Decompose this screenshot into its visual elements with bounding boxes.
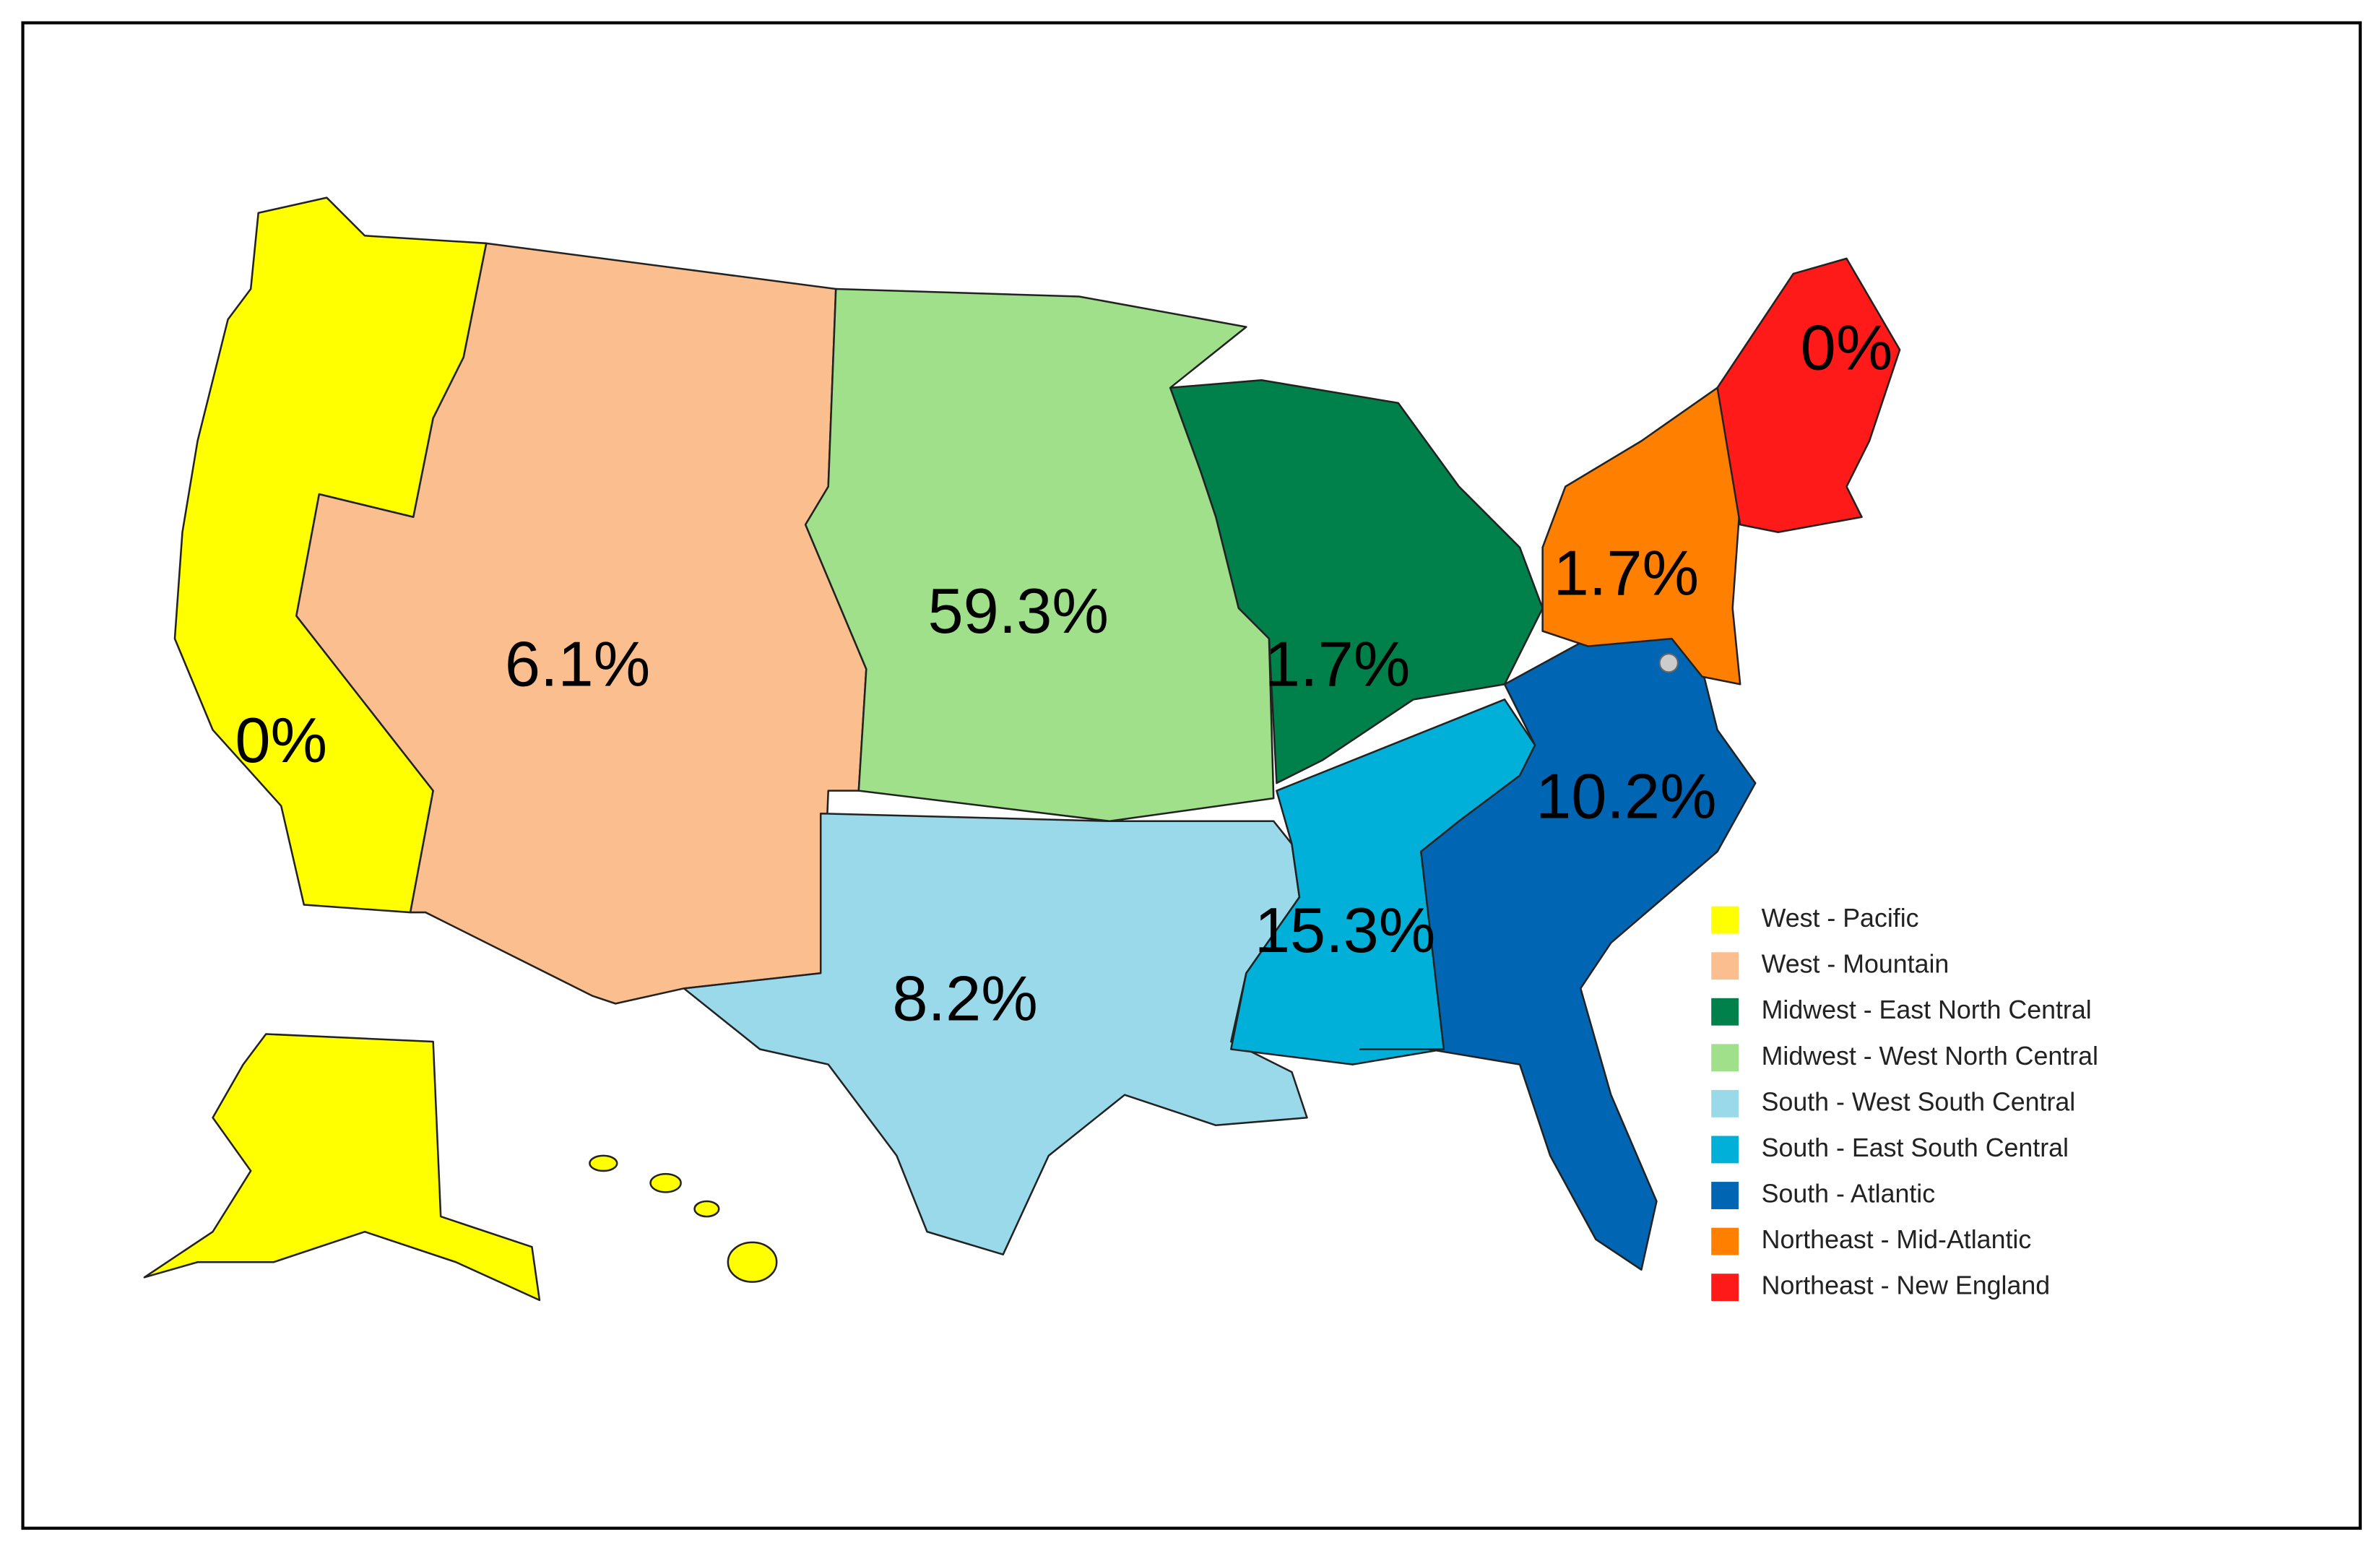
legend-label: West - Mountain [1762, 950, 1950, 979]
region-value-label: 1.7% [1554, 537, 1699, 608]
region-value-label: 59.3% [927, 575, 1109, 647]
region-value-label: 6.1% [505, 628, 650, 700]
legend-swatch [1711, 998, 1739, 1026]
region-value-label: 10.2% [1536, 761, 1717, 832]
legend: West - Pacific West - Mountain Midwest - E… [1711, 904, 2098, 1302]
region-shape [804, 287, 1275, 823]
region-shape [1541, 386, 1741, 686]
shapes [143, 196, 1901, 1302]
legend-swatch [1711, 906, 1739, 934]
region-value-label: 0% [1801, 312, 1893, 384]
legend-swatch [1711, 952, 1739, 980]
legend-label: Northeast - New England [1762, 1271, 2050, 1300]
legend-label: West - Pacific [1762, 904, 1919, 933]
region-shape [1359, 622, 1757, 1271]
region-value-label: 0% [235, 704, 327, 776]
legend-swatch [1711, 1136, 1739, 1164]
region-shape [727, 1241, 778, 1283]
region-shape [693, 1200, 720, 1218]
legend-label: South - West South Central [1762, 1087, 2076, 1116]
legend-swatch [1711, 1182, 1739, 1209]
legend-swatch [1711, 1089, 1739, 1117]
region-value-label: 8.2% [892, 963, 1037, 1034]
legend-swatch [1711, 1044, 1739, 1072]
legend-swatch [1711, 1227, 1739, 1255]
labels: 0% 6.1% 1.7% 59.3% 8.2% 15.3% 10.2% 1.7% 0% [235, 312, 1892, 1034]
dc-marker [1658, 653, 1679, 673]
region-shape [589, 1154, 618, 1172]
region-shape [1716, 257, 1901, 534]
region-shape [143, 1033, 541, 1302]
legend-label: Northeast - Mid-Atlantic [1762, 1225, 2032, 1254]
region-value-label: 15.3% [1255, 894, 1436, 966]
legend-swatch [1711, 1274, 1739, 1302]
legend-label: Midwest - East North Central [1762, 995, 2092, 1024]
legend-label: South - East South Central [1762, 1133, 2069, 1162]
legend-label: South - Atlantic [1762, 1179, 1936, 1208]
region-shape [649, 1172, 682, 1193]
region-value-label: 1.7% [1265, 628, 1410, 700]
legend-label: Midwest - West North Central [1762, 1042, 2098, 1071]
